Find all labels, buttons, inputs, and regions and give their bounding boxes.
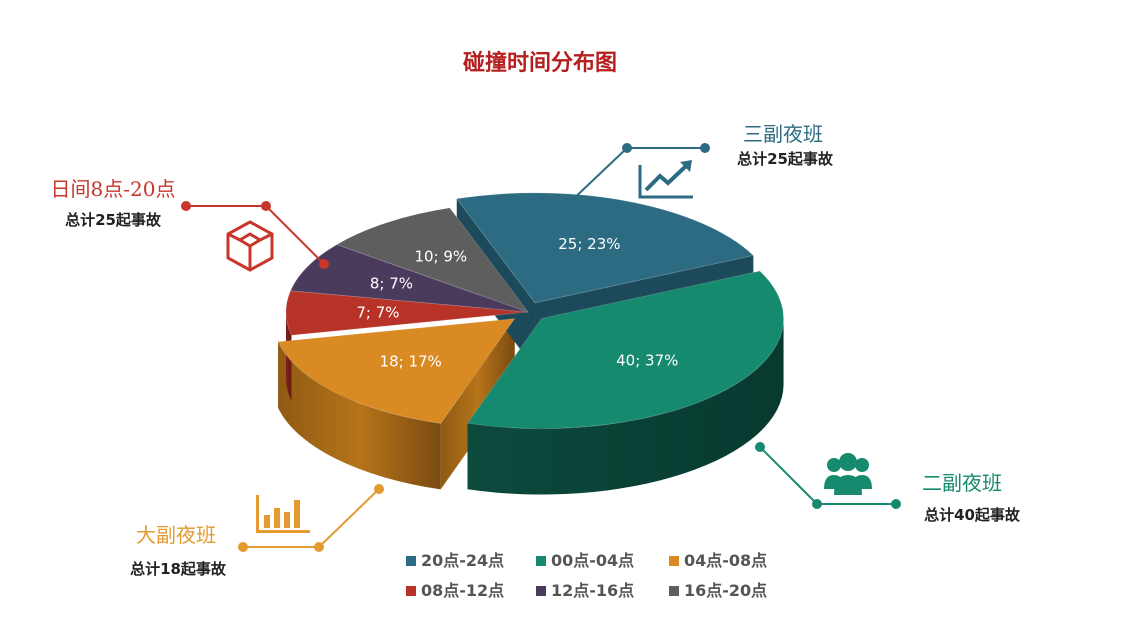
legend-label: 08点-12点: [421, 581, 504, 600]
callout-second-shift-title: 二副夜班: [922, 471, 1002, 495]
growth-chart-icon: [638, 160, 693, 199]
callout-second-shift-subtitle: 总计40起事故: [924, 506, 1021, 524]
callout-first-shift-dot: [314, 542, 324, 552]
pie-slice-label: 18; 17%: [380, 353, 442, 371]
pie-slice-label: 7; 7%: [356, 304, 399, 322]
pie-slice: [335, 207, 530, 314]
legend-swatch: [669, 556, 679, 566]
pie-slice-label: 8; 7%: [370, 275, 413, 293]
pie-data-labels: 25; 23% 40; 37% 18; 17% 7; 7% 8; 7%10; 9%: [356, 235, 678, 370]
legend-item: 04点-08点: [669, 551, 767, 570]
pie-slice-side: [278, 341, 441, 490]
callout-first-shift-subtitle: 总计18起事故: [130, 560, 227, 578]
legend-swatch: [536, 586, 546, 596]
callout-third-shift: 三副夜班 总计25起事故: [563, 122, 834, 209]
pie-slice-label: 40; 37%: [616, 351, 678, 369]
chart-legend: 20点-24点 00点-04点 04点-08点 08点-12点 12点-16点 16点-2…: [406, 551, 767, 600]
cube-icon: [226, 220, 274, 272]
callout-second-shift-dot: [812, 499, 822, 509]
pie-slice-label: 10; 9%: [414, 247, 467, 265]
pie-slice-cut-face: [440, 318, 515, 490]
pie-slices: [277, 192, 784, 430]
callout-first-shift-title: 大副夜班: [136, 523, 216, 547]
callout-second-shift: 二副夜班 总计40起事故: [755, 442, 1021, 524]
pie-slice: [289, 244, 529, 313]
pie-slice: [277, 318, 516, 424]
legend-item: 20点-24点: [406, 551, 504, 570]
callout-second-shift-dot: [755, 442, 765, 452]
callout-first-shift-line: [243, 488, 380, 548]
pie-slice: [285, 290, 529, 336]
callout-day-shift-dot: [319, 259, 329, 269]
callout-day-shift: 日间8点-20点 总计25起事故: [51, 177, 329, 272]
callout-third-shift-dot: [700, 143, 710, 153]
pie-slice: [466, 270, 784, 430]
callout-third-shift-dot: [622, 143, 632, 153]
legend-item: 00点-04点: [536, 551, 634, 570]
legend-swatch: [406, 586, 416, 596]
callout-second-shift-line: [759, 446, 896, 505]
legend-label: 04点-08点: [684, 551, 767, 570]
callout-first-shift-dot: [374, 484, 384, 494]
pie-slice-side: [467, 318, 784, 495]
legend-item: 08点-12点: [406, 581, 504, 600]
callout-first-shift: 大副夜班 总计18起事故: [130, 484, 384, 578]
callout-third-shift-subtitle: 总计25起事故: [737, 150, 834, 168]
callout-day-shift-title: 日间8点-20点: [51, 177, 176, 201]
people-group-icon: [824, 453, 872, 495]
legend-item: 12点-16点: [536, 581, 634, 600]
callout-day-shift-dot: [181, 201, 191, 211]
legend-label: 20点-24点: [421, 551, 504, 570]
legend-label: 00点-04点: [551, 551, 634, 570]
chart-title: 碰撞时间分布图: [463, 50, 617, 76]
callout-third-shift-dot: [563, 199, 573, 209]
legend-swatch: [669, 586, 679, 596]
pie-slice: [455, 192, 755, 304]
callout-day-shift-line: [186, 205, 325, 265]
callout-day-shift-dot: [261, 201, 271, 211]
legend-item: 16点-20点: [669, 581, 767, 600]
callout-day-shift-subtitle: 总计25起事故: [65, 211, 162, 229]
callout-first-shift-dot: [238, 542, 248, 552]
pie-slice-label: 25; 23%: [558, 235, 620, 253]
legend-swatch: [536, 556, 546, 566]
callout-second-shift-dot: [891, 499, 901, 509]
callout-third-shift-title: 三副夜班: [743, 122, 823, 146]
legend-label: 16点-20点: [684, 581, 767, 600]
legend-label: 12点-16点: [551, 581, 634, 600]
bar-chart-icon: [256, 495, 310, 533]
legend-swatch: [406, 556, 416, 566]
